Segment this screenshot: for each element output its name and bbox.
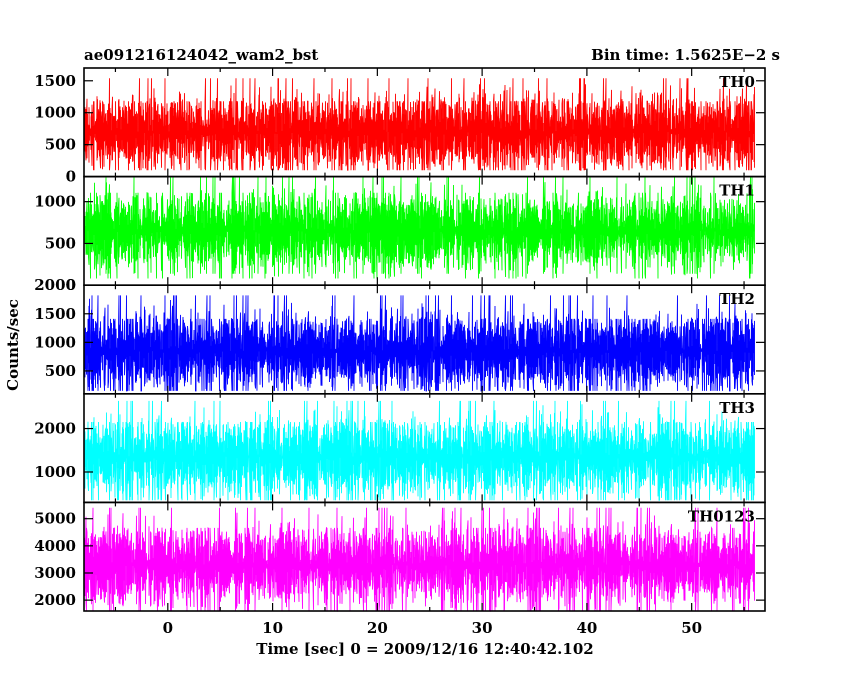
y-tick-label: 1000 bbox=[34, 333, 76, 351]
x-tick-label: 50 bbox=[681, 619, 702, 637]
panel-frame-th0123 bbox=[83, 501, 766, 612]
y-tick-label: 2000 bbox=[34, 591, 76, 609]
x-tick-label: 30 bbox=[472, 619, 493, 637]
y-tick-label: 1500 bbox=[34, 305, 76, 323]
chart-title: ae091216124042_wam2_bst bbox=[84, 46, 318, 64]
series-line-th2 bbox=[83, 295, 755, 392]
y-tick-label: 2000 bbox=[34, 276, 76, 294]
series-line-th0 bbox=[83, 78, 755, 171]
panel-label-th0123: TH0123 bbox=[688, 507, 755, 525]
y-tick-label: 0 bbox=[66, 276, 76, 294]
y-tick-label: 1500 bbox=[34, 72, 76, 90]
series-line-th1 bbox=[83, 177, 755, 279]
y-tick-label: 0 bbox=[66, 168, 76, 186]
x-tick-label: 20 bbox=[367, 619, 388, 637]
y-tick-label: 1000 bbox=[34, 463, 76, 481]
y-tick-label: 500 bbox=[45, 234, 76, 252]
bin-time-label: Bin time: 1.5625E−2 s bbox=[591, 46, 780, 64]
panel-label-th3: TH3 bbox=[719, 399, 755, 417]
y-tick-label: 4000 bbox=[34, 537, 76, 555]
y-tick-label: 1000 bbox=[34, 104, 76, 122]
panel-label-th0: TH0 bbox=[719, 73, 755, 91]
y-axis-label: Counts/sec bbox=[4, 299, 22, 391]
series-line-th3 bbox=[83, 400, 755, 501]
x-tick-label: 0 bbox=[163, 619, 173, 637]
x-tick-label: 40 bbox=[576, 619, 597, 637]
series-line-th0123 bbox=[83, 507, 755, 613]
y-tick-label: 500 bbox=[45, 362, 76, 380]
y-tick-label: 5000 bbox=[34, 510, 76, 528]
y-tick-label: 3000 bbox=[34, 564, 76, 582]
y-tick-label: 2000 bbox=[34, 420, 76, 438]
y-tick-label: 1000 bbox=[34, 193, 76, 211]
y-tick-label: 500 bbox=[45, 136, 76, 154]
panel-label-th2: TH2 bbox=[719, 290, 755, 308]
x-axis-label: Time [sec] 0 = 2009/12/16 12:40:42.102 bbox=[256, 640, 593, 658]
panel-label-th1: TH1 bbox=[719, 182, 755, 200]
x-tick-label: 10 bbox=[262, 619, 283, 637]
